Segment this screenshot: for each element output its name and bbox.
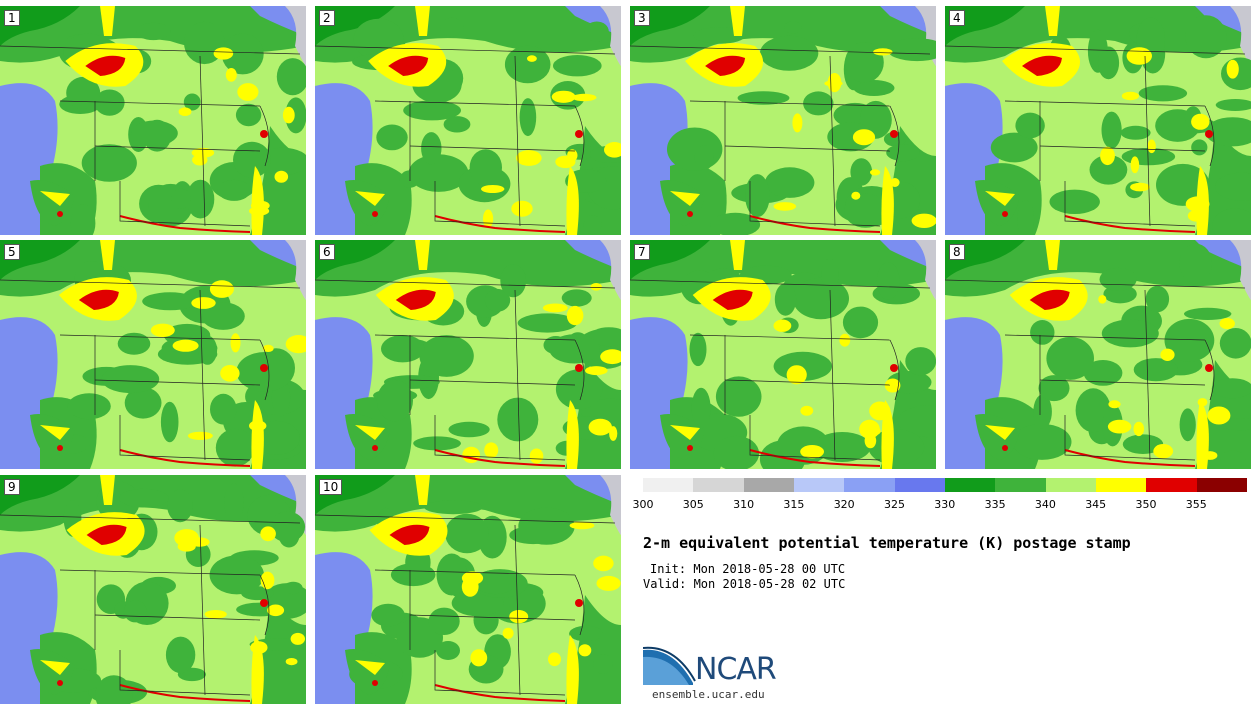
member-number-badge: 3 [634, 10, 650, 26]
legend-tick-label: 325 [884, 498, 905, 511]
legend-tick-label: 340 [1034, 498, 1056, 511]
legend-swatch [844, 478, 895, 492]
legend-tick-label: 330 [934, 498, 956, 511]
legend-tick-label: 320 [833, 498, 855, 511]
init-time: Init: Mon 2018-05-28 00 UTC [650, 562, 846, 576]
legend-tick-label: 315 [783, 498, 805, 511]
postage-stamp-map: 8 [945, 240, 1251, 469]
postage-stamp-map: 6 [315, 240, 621, 469]
legend-swatch [1196, 478, 1247, 492]
member-number-badge: 10 [319, 479, 343, 495]
color-legend [643, 478, 1247, 492]
postage-stamp-map: 7 [630, 240, 936, 469]
legend-swatch [1045, 478, 1096, 492]
member-number-badge: 6 [319, 244, 335, 260]
legend-swatch [944, 478, 996, 492]
site-url: ensemble.ucar.edu [652, 688, 765, 701]
member-number-badge: 2 [319, 10, 335, 26]
member-number-badge: 4 [949, 10, 965, 26]
legend-tick-label: 350 [1135, 498, 1157, 511]
postage-stamp-map: 4 [945, 6, 1251, 235]
postage-stamp-map: 3 [630, 6, 936, 235]
legend-swatch [643, 478, 694, 492]
ncar-logo-icon [643, 646, 696, 685]
postage-stamp-map: 10 [315, 475, 621, 704]
member-number-badge: 9 [4, 479, 20, 495]
member-number-badge: 8 [949, 244, 965, 260]
ncar-logo-text: NCAR [695, 652, 777, 687]
valid-time: Valid: Mon 2018-05-28 02 UTC [643, 577, 846, 591]
legend-swatch [894, 478, 945, 492]
legend-swatch [693, 478, 744, 492]
postage-stamp-map: 5 [0, 240, 306, 469]
legend-tick-label: 355 [1185, 498, 1207, 511]
legend-tick-label: 305 [682, 498, 704, 511]
legend-tick-label: 335 [984, 498, 1006, 511]
postage-stamp-map: 1 [0, 6, 306, 235]
member-number-badge: 5 [4, 244, 20, 260]
legend-swatch [1146, 478, 1197, 492]
legend-tick-label: 300 [632, 498, 654, 511]
legend-swatch [743, 478, 794, 492]
member-number-badge: 7 [634, 244, 650, 260]
postage-stamp-map: 2 [315, 6, 621, 235]
legend-tick-label: 310 [733, 498, 755, 511]
legend-tick-label: 345 [1085, 498, 1107, 511]
member-number-badge: 1 [4, 10, 20, 26]
legend-swatch [995, 478, 1046, 492]
figure-title: 2-m equivalent potential temperature (K)… [643, 534, 1131, 552]
legend-swatch [1095, 478, 1147, 492]
legend-swatch [793, 478, 845, 492]
postage-stamp-map: 9 [0, 475, 306, 704]
